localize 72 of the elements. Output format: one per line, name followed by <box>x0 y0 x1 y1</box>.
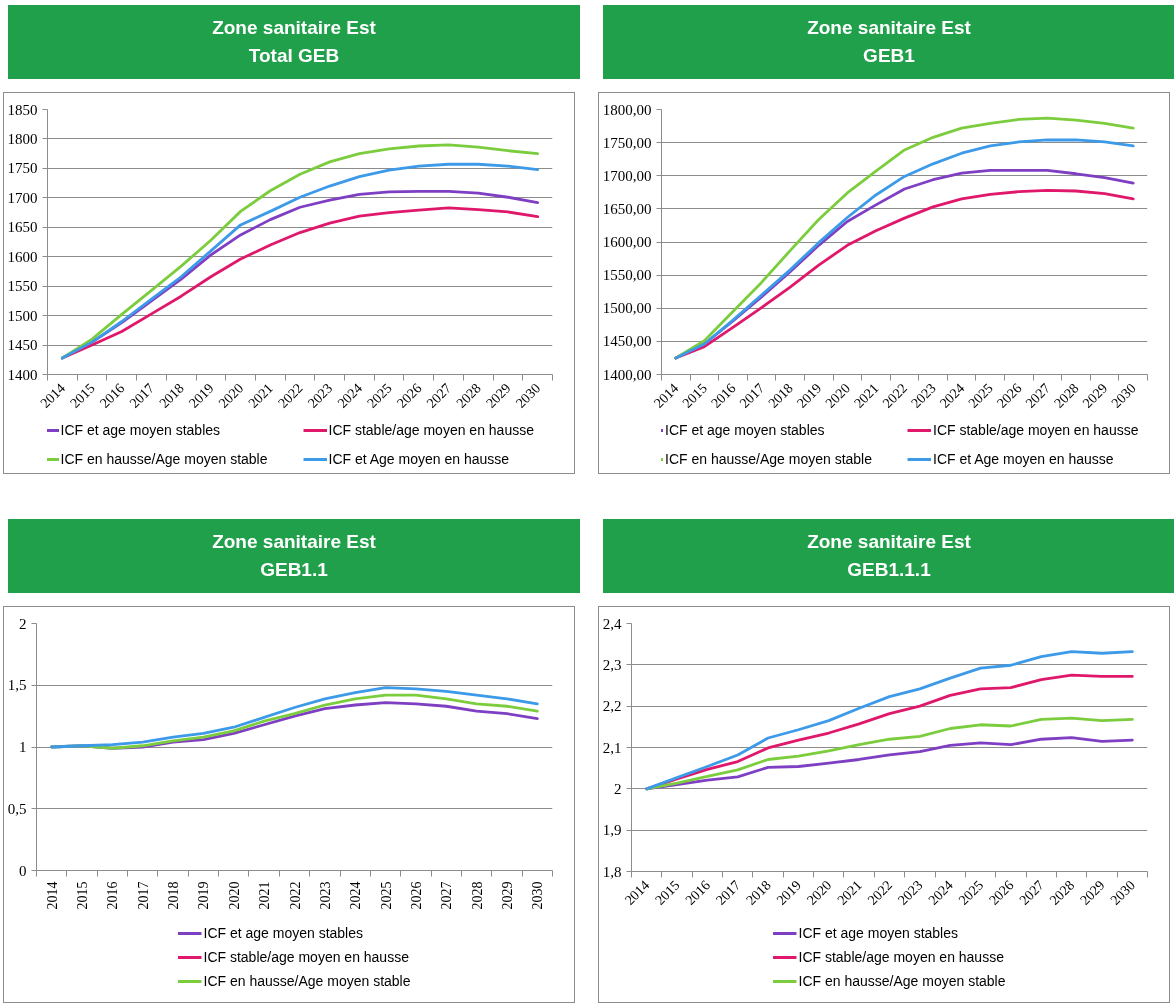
x-tick-label: 2024 <box>348 881 364 910</box>
legend-label: ICF stable/age moyen en hausse <box>203 948 409 966</box>
legend-label: ICF et Age moyen en hausse <box>328 449 511 468</box>
x-tick-label: 2018 <box>166 881 182 910</box>
legend-label: ICF en hausse/Age moyen stable <box>60 449 269 468</box>
legend-label: ICF et age moyen stables <box>60 420 222 439</box>
x-tick-label: 2021 <box>257 881 273 910</box>
y-tick-label: 1500,00 <box>602 300 652 317</box>
legend-label: ICF et age moyen stables <box>203 924 364 942</box>
legend-label: ICF stable/age moyen en hausse <box>798 948 1004 966</box>
x-tick-label: 2015 <box>75 881 91 910</box>
x-tick-label: 2023 <box>317 881 333 910</box>
chart-title: Zone sanitaire Est <box>807 531 971 552</box>
y-tick-label: 1800,00 <box>602 101 652 118</box>
y-tick-label: 2,2 <box>602 698 622 715</box>
y-tick-label: 1450,00 <box>602 333 652 350</box>
y-tick-label: 1500 <box>7 307 38 324</box>
y-tick-label: 2,4 <box>602 615 622 632</box>
x-tick-label: 2029 <box>499 881 515 910</box>
legend-label: ICF en hausse/Age moyen stable <box>665 449 873 468</box>
y-tick-label: 2,3 <box>602 656 622 673</box>
y-tick-label: 1750,00 <box>602 134 652 151</box>
x-tick-label: 2026 <box>408 881 424 910</box>
x-tick-label: 2030 <box>530 881 546 910</box>
y-tick-label: 1400,00 <box>602 366 652 383</box>
x-tick-label: 2016 <box>105 881 121 910</box>
x-tick-label: 2025 <box>378 881 394 910</box>
y-tick-label: 1,9 <box>602 822 622 839</box>
x-tick-label: 2022 <box>287 881 303 910</box>
chart-subtitle: GEB1.1.1 <box>847 559 931 580</box>
y-tick-label: 1800 <box>7 130 38 147</box>
y-tick-label: 0,5 <box>7 800 27 817</box>
y-tick-label: 1700 <box>7 189 38 206</box>
y-tick-label: 2 <box>614 780 622 797</box>
x-tick-label: 2020 <box>226 881 242 910</box>
y-tick-label: 1650,00 <box>602 200 652 217</box>
legend-label: ICF stable/age moyen en hausse <box>933 420 1140 439</box>
x-tick-label: 2027 <box>439 881 455 910</box>
legend-label: ICF et Age moyen en hausse <box>933 449 1115 468</box>
y-tick-label: 1,8 <box>602 863 622 880</box>
x-tick-label: 2021 <box>851 380 882 411</box>
legend-label: ICF et age moyen stables <box>665 420 826 439</box>
legend-label: ICF en hausse/Age moyen stable <box>798 972 1006 990</box>
y-tick-label: 1550 <box>7 278 38 295</box>
y-tick-label: 0 <box>19 862 27 879</box>
y-tick-label: 1550,00 <box>602 267 652 284</box>
y-tick-label: 1600,00 <box>602 234 652 250</box>
y-tick-label: 2,1 <box>602 739 622 756</box>
y-tick-label: 1,5 <box>7 677 27 694</box>
y-tick-label: 2 <box>19 615 27 632</box>
x-tick-label: 2017 <box>135 881 151 910</box>
y-tick-label: 1850 <box>7 101 38 118</box>
chart-subtitle: GEB1.1 <box>260 559 328 580</box>
legend-label: ICF et age moyen stables <box>798 924 959 942</box>
x-tick-label: 2014 <box>44 881 60 910</box>
y-tick-label: 1650 <box>7 219 38 236</box>
chart-title: Zone sanitaire Est <box>212 531 376 552</box>
chart-subtitle: GEB1 <box>863 45 915 66</box>
chart-title: Zone sanitaire Est <box>807 17 971 38</box>
y-tick-label: 1400 <box>7 366 38 383</box>
y-tick-label: 1450 <box>7 337 38 354</box>
x-tick-label: 2028 <box>469 881 485 910</box>
y-tick-label: 1 <box>19 739 27 755</box>
x-tick-label: 2019 <box>196 881 212 910</box>
chart-subtitle: Total GEB <box>248 45 340 66</box>
y-tick-label: 1750 <box>7 160 38 177</box>
legend-label: ICF en hausse/Age moyen stable <box>203 972 411 990</box>
y-tick-label: 1700,00 <box>602 167 652 184</box>
legend-label: ICF stable/age moyen en hausse <box>328 420 535 439</box>
chart-title: Zone sanitaire Est <box>212 17 376 38</box>
y-tick-label: 1600 <box>7 248 38 265</box>
line-series <box>645 650 1134 791</box>
